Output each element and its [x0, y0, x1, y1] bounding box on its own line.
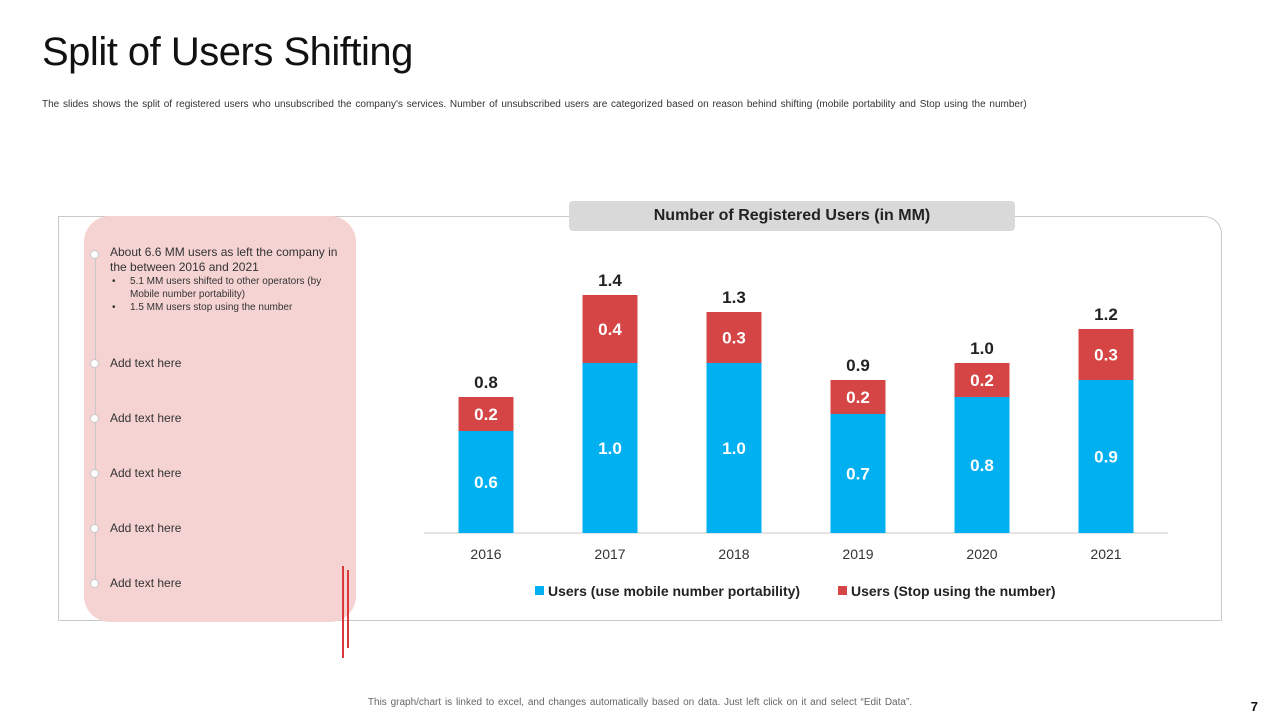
data-label: 0.3: [1094, 346, 1118, 365]
data-label: 0.8: [970, 456, 994, 475]
timeline-dot: [90, 250, 99, 259]
side-item-text: Add text here: [110, 356, 182, 370]
intro-block: About 6.6 MM users as left the company i…: [110, 245, 345, 314]
accent-line: [347, 570, 349, 648]
data-label: 0.7: [846, 465, 870, 484]
chart-title: Number of Registered Users (in MM): [569, 201, 1015, 231]
data-label: 0.3: [722, 329, 746, 348]
total-label: 1.3: [722, 288, 746, 307]
x-tick-label: 2020: [966, 546, 997, 562]
intro-bullets: 5.1 MM users shifted to other operators …: [110, 275, 345, 314]
total-label: 1.4: [598, 271, 622, 290]
data-label: 0.2: [846, 388, 870, 407]
timeline-dot: [90, 359, 99, 368]
total-label: 0.9: [846, 356, 870, 375]
bar-segment: [458, 431, 514, 533]
data-label: 0.4: [598, 320, 622, 339]
timeline-dot: [90, 524, 99, 533]
slide-subtitle: The slides shows the split of registered…: [42, 99, 1027, 110]
accent-line: [342, 566, 344, 658]
legend-swatch: [535, 586, 544, 595]
x-tick-label: 2016: [470, 546, 501, 562]
side-item-text: Add text here: [110, 411, 182, 425]
bar-segment: [1078, 329, 1134, 380]
footer-note: This graph/chart is linked to excel, and…: [367, 697, 913, 708]
intro-text: About 6.6 MM users as left the company i…: [110, 245, 338, 274]
data-label: 0.6: [474, 473, 498, 492]
bar-segment: [830, 380, 886, 414]
bar-segment: [954, 363, 1010, 397]
bar-segment: [458, 397, 514, 431]
legend-swatch: [838, 586, 847, 595]
bar-segment: [582, 295, 638, 363]
legend-label: Users (Stop using the number): [851, 583, 1056, 599]
slide-title: Split of Users Shifting: [42, 30, 413, 74]
total-label: 0.8: [474, 373, 498, 392]
side-item-text: Add text here: [110, 576, 182, 590]
data-label: 1.0: [598, 439, 622, 458]
side-item-text: Add text here: [110, 466, 182, 480]
side-item-text: Add text here: [110, 521, 182, 535]
bar-segment: [830, 414, 886, 533]
page-number: 7: [1250, 699, 1258, 714]
timeline-dot: [90, 579, 99, 588]
x-tick-label: 2018: [718, 546, 749, 562]
legend-label: Users (use mobile number portability): [548, 583, 800, 599]
data-label: 0.2: [474, 405, 498, 424]
total-label: 1.2: [1094, 305, 1118, 324]
bar-segment: [706, 312, 762, 363]
bar-segment: [582, 363, 638, 533]
bullet-item: 1.5 MM users stop using the number: [110, 301, 345, 314]
data-label: 0.9: [1094, 448, 1118, 467]
x-tick-label: 2019: [842, 546, 873, 562]
bullet-item: 5.1 MM users shifted to other operators …: [110, 275, 345, 301]
bar-segment: [706, 363, 762, 533]
x-tick-label: 2021: [1090, 546, 1121, 562]
bar-segment: [1078, 380, 1134, 533]
data-label: 0.2: [970, 371, 994, 390]
timeline-dot: [90, 414, 99, 423]
x-tick-label: 2017: [594, 546, 625, 562]
timeline-dot: [90, 469, 99, 478]
data-label: 1.0: [722, 439, 746, 458]
total-label: 1.0: [970, 339, 994, 358]
bar-segment: [954, 397, 1010, 533]
